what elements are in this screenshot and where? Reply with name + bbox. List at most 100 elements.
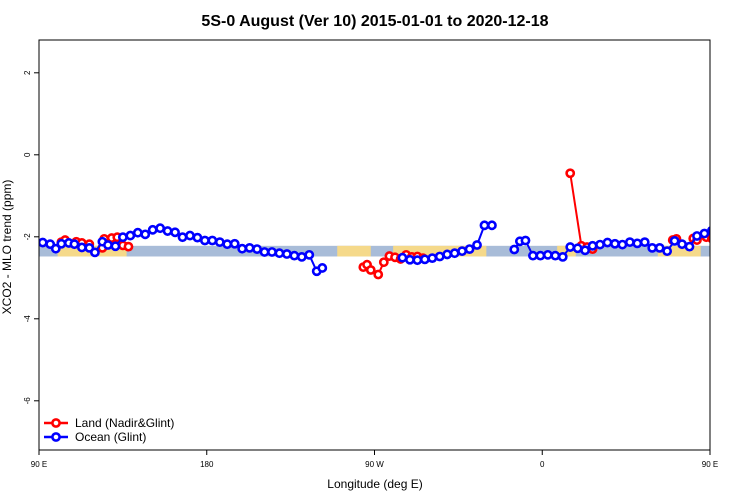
land-band-segment (337, 245, 371, 257)
ocean-point (214, 237, 225, 248)
ocean-point (405, 254, 415, 265)
x-tick-label: 90 W (365, 460, 384, 469)
ocean-point (304, 249, 315, 260)
ocean-point (56, 238, 67, 249)
ocean-point (617, 239, 628, 250)
ocean-point (117, 232, 128, 243)
ocean-point (69, 239, 80, 250)
ocean-point (542, 249, 553, 260)
legend-marker (51, 432, 61, 442)
ocean-point (199, 235, 210, 246)
land-band-segment (393, 245, 487, 257)
ocean-series (39, 220, 738, 277)
ocean-point (677, 239, 687, 250)
x-tick-label: 90 E (702, 460, 718, 469)
ocean-point (427, 253, 438, 264)
legend: Land (Nadir&Glint)Ocean (Glint) (44, 416, 174, 444)
ocean-point (222, 239, 233, 250)
ocean-band (39, 245, 710, 257)
ocean-point (639, 237, 650, 248)
ocean-point (624, 237, 635, 248)
ocean-point (472, 240, 482, 250)
ocean-point (632, 238, 643, 249)
x-tick-label: 90 E (31, 460, 47, 469)
ocean-point (580, 245, 591, 256)
ocean-point (449, 248, 460, 259)
ocean-point (76, 242, 87, 253)
land-point (365, 265, 376, 275)
y-tick-label: -6 (23, 397, 32, 405)
ocean-point (140, 229, 151, 240)
ocean-point (731, 226, 738, 233)
land-band-segment (657, 245, 701, 257)
ocean-point (192, 232, 203, 243)
ocean-point (185, 230, 195, 241)
ocean-point (252, 244, 262, 254)
plot-frame (38, 39, 711, 451)
land-point (706, 233, 710, 243)
ocean-point (229, 238, 240, 249)
land-series-line (569, 173, 593, 251)
ocean-point (723, 227, 730, 234)
ocean-point (170, 227, 180, 238)
ocean-point (39, 237, 48, 248)
ocean-point (647, 242, 658, 253)
ocean-point (162, 226, 173, 236)
ocean-point (528, 250, 538, 261)
land-point (123, 241, 134, 252)
y-tick-label: 0 (23, 152, 32, 157)
land-point (718, 243, 725, 250)
ocean-point (442, 249, 453, 260)
ocean-point (244, 242, 255, 253)
ocean-point (317, 263, 328, 273)
ocean-point (237, 243, 248, 254)
legend-label: Ocean (Glint) (75, 430, 146, 444)
ocean-point (535, 250, 546, 261)
ocean-point (281, 249, 292, 259)
ocean-point (207, 235, 218, 246)
ocean-point (487, 220, 497, 231)
ocean-point (716, 229, 723, 236)
land-point (565, 168, 576, 179)
x-axis-label: Longitude (deg E) (327, 477, 422, 491)
ocean-point (595, 239, 605, 250)
legend-marker (51, 418, 61, 428)
ocean-point (550, 250, 561, 261)
ocean-point (684, 241, 695, 252)
chart-title: 5S-0 August (Ver 10) 2015-01-01 to 2020-… (201, 13, 548, 30)
ocean-point (464, 244, 475, 254)
ocean-point (565, 242, 576, 252)
y-tick-label: -4 (23, 315, 32, 323)
y-tick-label: 2 (23, 70, 32, 75)
ocean-point (147, 224, 158, 235)
ocean-point (557, 251, 568, 262)
data-series (39, 168, 738, 280)
x-tick-label: 0 (540, 460, 545, 469)
ocean-point (699, 228, 710, 239)
ocean-point (654, 242, 665, 253)
ocean-point (125, 230, 136, 241)
ocean-point (610, 238, 620, 249)
x-tick-label: 180 (200, 460, 214, 469)
ocean-point (296, 251, 307, 262)
ocean-point (50, 243, 61, 254)
ocean-point (110, 241, 121, 252)
axes: 90 E 180 90 W 0 90 E 2 0 -2 -4 -6 (23, 70, 718, 469)
ocean-point (706, 226, 710, 236)
trend-band (39, 245, 710, 257)
y-axis-label: XCO2 - MLO trend (ppm) (0, 180, 14, 315)
ocean-point (289, 250, 300, 261)
ocean-point (259, 247, 270, 257)
ocean-point (132, 227, 143, 238)
ocean-point (669, 235, 680, 246)
ocean-point (434, 251, 445, 262)
ocean-point (397, 252, 408, 263)
ocean-point (412, 255, 423, 266)
ocean-point (479, 220, 490, 231)
land-point (378, 257, 389, 268)
ocean-point (520, 235, 531, 246)
ocean-point (419, 254, 430, 265)
ocean-point (692, 231, 702, 241)
ocean-point (572, 243, 583, 254)
